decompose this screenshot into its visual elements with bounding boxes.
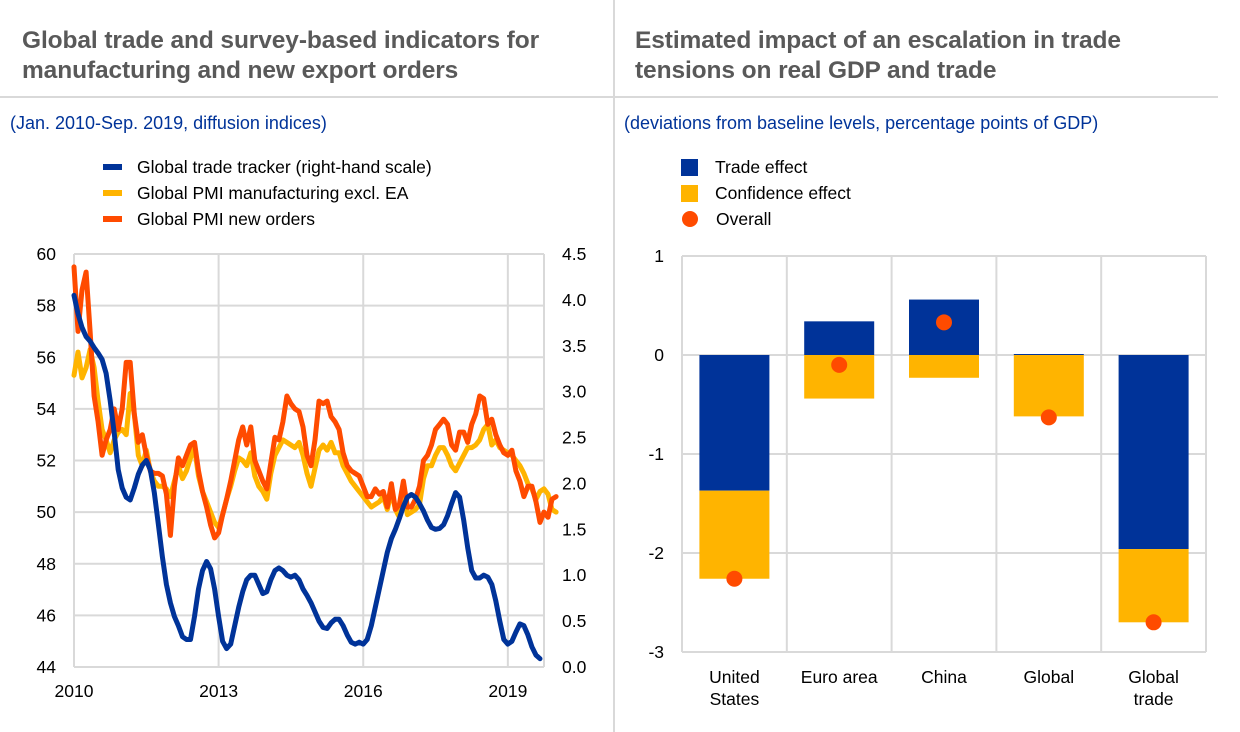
y-tick-right: 0.5	[562, 611, 586, 631]
legend-item-trade-tracker: Global trade tracker (right-hand scale)	[103, 154, 432, 180]
overall-dot	[831, 356, 848, 373]
y-tick-left: 54	[37, 399, 57, 419]
legend-swatch	[103, 190, 122, 196]
right-title-line2: tensions on real GDP and trade	[635, 57, 997, 84]
x-category-label: China	[921, 667, 967, 687]
bar-confidence-effect	[909, 355, 979, 378]
y-tick-left: 46	[37, 605, 56, 625]
legend-item-pmi-manufacturing: Global PMI manufacturing excl. EA	[103, 180, 432, 206]
y-tick-right: 2.5	[562, 428, 586, 448]
right-chart-title: Estimated impact of an escalation in tra…	[635, 26, 1121, 86]
y-tick-left: 60	[37, 244, 57, 264]
y-tick-right: 1.0	[562, 565, 587, 585]
y-tick-left: 48	[37, 554, 56, 574]
y-tick-right: 4.5	[562, 244, 586, 264]
y-tick-right: 3.0	[562, 382, 587, 402]
y-tick: 0	[654, 345, 664, 365]
y-tick-right: 4.0	[562, 290, 587, 310]
y-tick: -1	[648, 444, 664, 464]
y-tick-right: 2.0	[562, 473, 587, 493]
x-tick: 2019	[488, 681, 527, 701]
y-tick-right: 3.5	[562, 336, 586, 356]
y-tick: -3	[648, 642, 664, 662]
legend-label: Trade effect	[715, 156, 808, 177]
bar-confidence-effect	[1118, 549, 1189, 623]
left-title-line1: Global trade and survey-based indicators…	[22, 27, 540, 54]
bar-chart-legend: Trade effect Confidence effect Overall	[681, 154, 851, 232]
left-chart-panel: Global trade and survey-based indicators…	[0, 0, 614, 732]
legend-item-confidence-effect: Confidence effect	[681, 180, 851, 206]
right-title-line1: Estimated impact of an escalation in tra…	[635, 27, 1121, 54]
legend-label: Overall	[716, 208, 772, 229]
legend-swatch	[103, 216, 122, 222]
legend-swatch	[681, 158, 698, 176]
series-line-global-trade-tracker-right-hand-scale-	[71, 292, 543, 662]
bar-confidence-effect	[1013, 355, 1084, 417]
panel-divider	[613, 0, 615, 732]
x-tick: 2013	[199, 681, 238, 701]
overall-dot	[936, 314, 952, 331]
bar-trade-effect	[1118, 355, 1189, 550]
y-tick-left: 52	[37, 451, 56, 471]
right-chart-subtitle: (deviations from baseline levels, percen…	[624, 113, 1099, 133]
series-line-global-pmi-new-orders	[71, 264, 559, 541]
right-title-divider	[615, 96, 1218, 98]
legend-label: Confidence effect	[715, 182, 851, 203]
overall-dot	[1145, 614, 1162, 631]
y-tick-left: 50	[37, 502, 57, 522]
legend-item-overall: Overall	[681, 206, 851, 232]
x-tick: 2010	[55, 681, 94, 701]
right-chart-panel: Estimated impact of an escalation in tra…	[615, 0, 1240, 732]
bar-trade-effect	[1013, 354, 1084, 355]
bar-trade-effect	[804, 321, 875, 355]
left-title-line2: manufacturing and new export orders	[22, 57, 459, 84]
line-chart: 44 46 48 50 52 54 56 58 60 0.0 0.5 1.0 1.5 2.0 2.5 3.0 3…	[37, 244, 587, 701]
legend-swatch	[103, 164, 122, 170]
line-chart-legend: Global trade tracker (right-hand scale) …	[103, 154, 432, 232]
overall-dot	[1040, 409, 1057, 426]
y-tick-right: 1.5	[562, 519, 586, 539]
y-tick: -2	[648, 543, 664, 563]
legend-label: Global PMI new orders	[137, 208, 315, 229]
x-category-label: Euro area	[801, 667, 878, 687]
legend-item-trade-effect: Trade effect	[681, 154, 851, 180]
legend-label: Global trade tracker (right-hand scale)	[137, 156, 432, 177]
y-tick-left: 56	[37, 347, 56, 367]
bar-confidence-effect	[699, 490, 770, 579]
y-tick-left: 58	[37, 296, 56, 316]
x-category-label: States	[710, 689, 760, 709]
left-chart-subtitle: (Jan. 2010-Sep. 2019, diffusion indices)	[10, 113, 327, 133]
x-category-label: Global	[1128, 667, 1179, 687]
bar-trade-effect	[699, 355, 770, 491]
overall-dot	[726, 570, 743, 587]
x-category-label: Global	[1024, 667, 1075, 687]
left-title-divider	[0, 96, 613, 98]
left-chart-title: Global trade and survey-based indicators…	[22, 26, 539, 86]
y-tick-left: 44	[37, 657, 57, 677]
legend-item-pmi-new-orders: Global PMI new orders	[103, 206, 432, 232]
legend-label: Global PMI manufacturing excl. EA	[137, 182, 409, 203]
legend-swatch	[681, 184, 698, 202]
x-category-label: United	[709, 667, 760, 687]
legend-swatch	[682, 211, 698, 227]
x-category-label: trade	[1134, 689, 1174, 709]
x-tick: 2016	[344, 681, 383, 701]
y-tick-right: 0.0	[562, 657, 587, 677]
y-tick: 1	[654, 246, 664, 266]
